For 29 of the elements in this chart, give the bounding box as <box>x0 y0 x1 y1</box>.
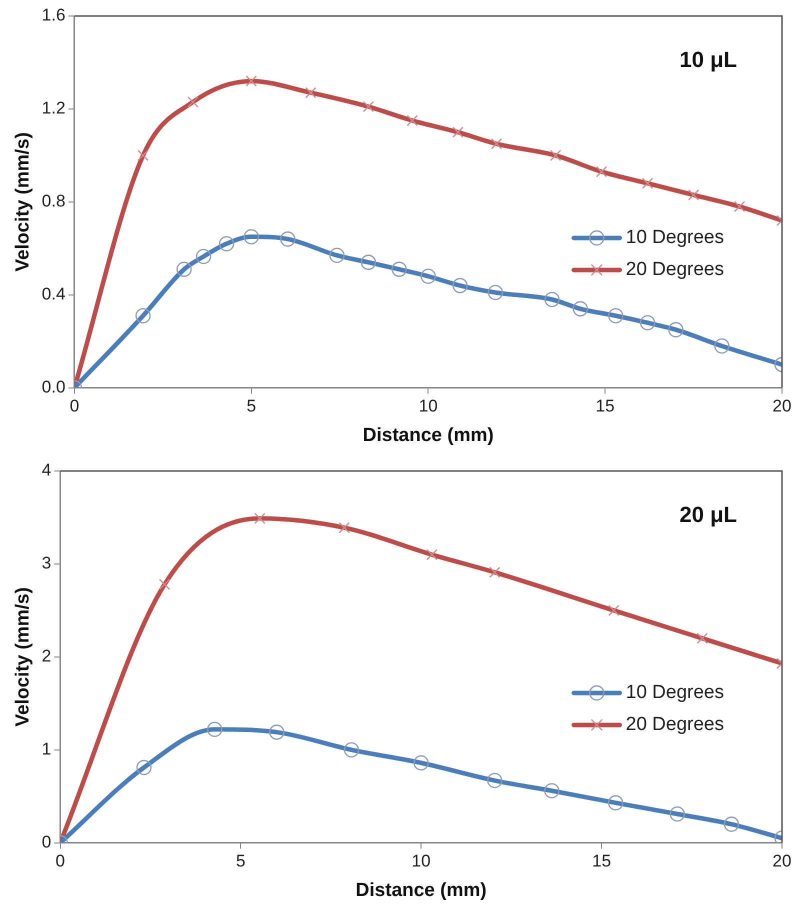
x-tick-label: 5 <box>236 852 246 871</box>
y-axis-title: Velocity (mm/s) <box>12 587 34 727</box>
y-tick-label: 0.8 <box>42 192 66 211</box>
x-tick-label: 15 <box>592 852 612 871</box>
annotation: 20 μL <box>680 502 737 528</box>
x-tick-label: 5 <box>246 396 256 416</box>
y-tick-label: 0.4 <box>42 284 66 304</box>
y-tick-label: 1.6 <box>42 6 66 25</box>
x-tick-label: 10 <box>412 852 431 871</box>
legend-label: 10 Degrees <box>626 227 724 248</box>
annotation: 10 μL <box>680 47 737 72</box>
x-tick-label: 10 <box>418 396 438 416</box>
y-tick-label: 1.2 <box>42 98 66 118</box>
x-tick-label: 15 <box>596 396 615 416</box>
legend-label: 20 Degrees <box>626 714 724 736</box>
x-tick-label: 0 <box>70 396 80 416</box>
x-axis-title: Distance (mm) <box>356 880 487 901</box>
x-axis-title: Distance (mm) <box>362 424 494 446</box>
y-tick-label: 2 <box>42 646 52 666</box>
y-tick-label: 0 <box>42 832 52 852</box>
y-tick-label: 0.0 <box>42 377 66 396</box>
y-tick-label: 4 <box>42 460 52 480</box>
y-axis-title: Velocity (mm/s) <box>12 132 34 272</box>
x-tick-label: 20 <box>772 396 792 416</box>
legend-label: 10 Degrees <box>626 682 724 704</box>
y-tick-label: 3 <box>42 554 52 573</box>
legend-label: 20 Degrees <box>626 259 724 280</box>
x-tick-label: 20 <box>772 852 792 871</box>
y-tick-label: 1 <box>42 740 52 759</box>
